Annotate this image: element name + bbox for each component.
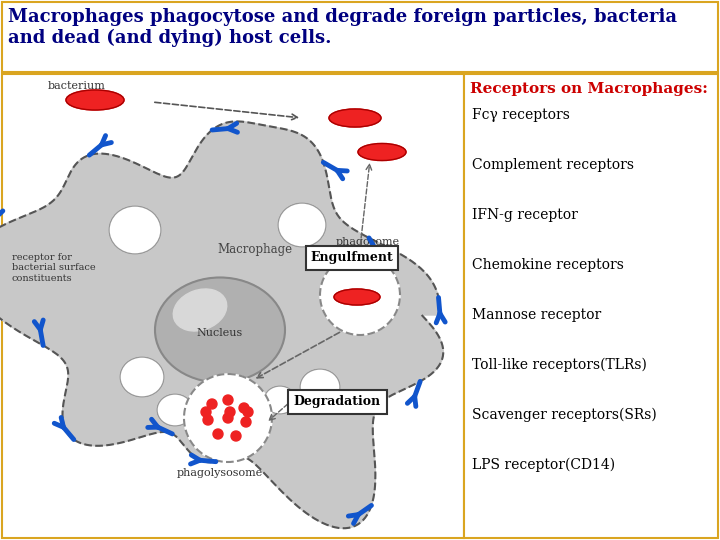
Text: phagolysosome: phagolysosome [177,468,263,478]
Circle shape [239,403,249,413]
Polygon shape [0,122,444,528]
Ellipse shape [300,369,340,405]
Text: Complement receptors: Complement receptors [472,158,634,172]
Text: phagosome: phagosome [336,237,400,247]
Circle shape [184,374,272,462]
FancyBboxPatch shape [2,2,718,72]
Circle shape [320,255,400,335]
Ellipse shape [334,289,380,305]
Ellipse shape [174,289,227,331]
Circle shape [203,415,213,425]
Circle shape [231,431,241,441]
Text: Fcγ receptors: Fcγ receptors [472,108,570,122]
Ellipse shape [109,206,161,254]
Ellipse shape [66,90,124,110]
Text: Scavenger receptors(SRs): Scavenger receptors(SRs) [472,408,657,422]
FancyBboxPatch shape [288,390,387,414]
Text: Macrophages phagocytose and degrade foreign particles, bacteria
and dead (and dy: Macrophages phagocytose and degrade fore… [8,8,677,47]
Ellipse shape [365,113,377,123]
Ellipse shape [358,144,406,160]
Text: LPS receptor(CD14): LPS receptor(CD14) [472,458,615,472]
Text: IFN-g receptor: IFN-g receptor [472,208,578,222]
Circle shape [243,407,253,417]
Text: bacterium: bacterium [48,81,106,91]
Ellipse shape [157,394,193,426]
Ellipse shape [120,357,164,397]
Circle shape [201,407,211,417]
Circle shape [213,429,223,439]
Circle shape [225,407,235,417]
FancyBboxPatch shape [464,74,718,538]
Circle shape [207,399,217,409]
Text: receptor for
bacterial surface
constituents: receptor for bacterial surface constitue… [12,253,96,283]
Ellipse shape [391,147,402,157]
Ellipse shape [362,147,373,157]
FancyBboxPatch shape [306,246,398,270]
Text: Receptors on Macrophages:: Receptors on Macrophages: [470,82,708,96]
Text: Degradation: Degradation [294,395,381,408]
Ellipse shape [333,113,345,123]
Ellipse shape [329,109,381,127]
Ellipse shape [278,203,326,247]
Ellipse shape [155,278,285,382]
Ellipse shape [71,94,84,105]
Ellipse shape [366,293,376,301]
Ellipse shape [338,293,348,301]
Text: Engulfment: Engulfment [310,252,393,265]
Circle shape [223,413,233,423]
Text: Mannose receptor: Mannose receptor [472,308,601,322]
Circle shape [223,395,233,405]
Ellipse shape [106,94,119,105]
Text: Chemokine receptors: Chemokine receptors [472,258,624,272]
FancyBboxPatch shape [2,74,464,538]
Text: Toll-like receptors(TLRs): Toll-like receptors(TLRs) [472,358,647,373]
Circle shape [241,417,251,427]
Ellipse shape [264,386,296,414]
Text: Macrophage: Macrophage [217,244,292,256]
Text: Nucleus: Nucleus [197,328,243,338]
